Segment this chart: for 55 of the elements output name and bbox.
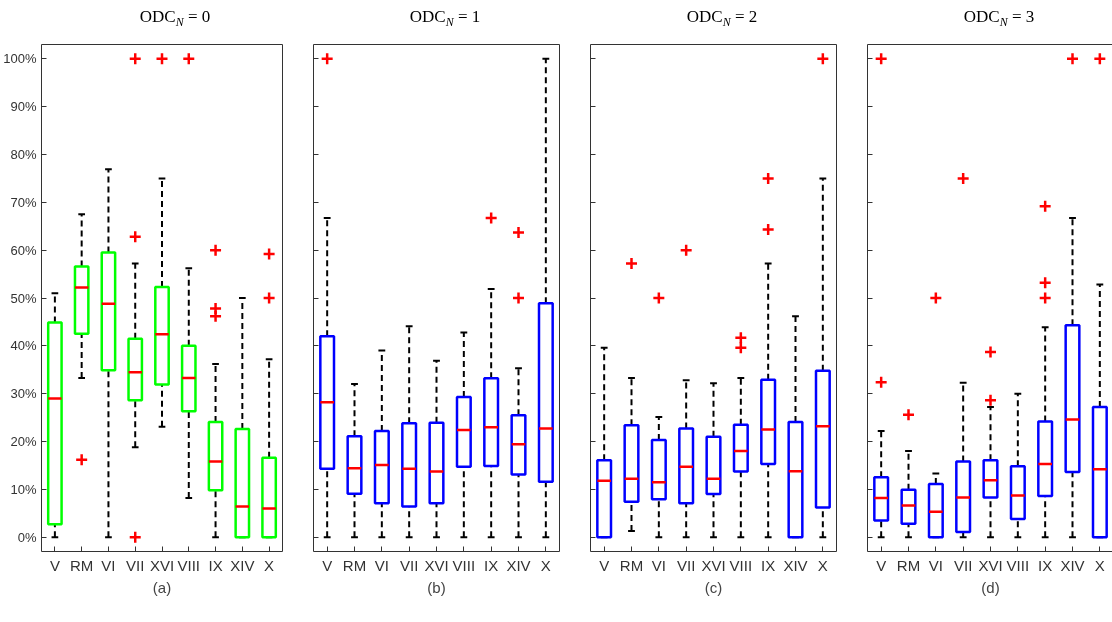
x-tick-label: RM: [342, 556, 367, 574]
chart-title: ODC$_{N}$ = 2: [686, 6, 758, 32]
y-tick-label: 20%: [10, 433, 37, 449]
x-tick-label: IX: [208, 556, 223, 574]
chart-title: ODC$_{N}$ = 1: [409, 6, 481, 32]
x-tick-label: XIV: [1060, 556, 1085, 574]
x-tick-label: IX: [484, 556, 499, 574]
x-tick-label: IX: [761, 556, 776, 574]
x-axis-title: (d): [981, 578, 1000, 596]
x-tick-label: VI: [928, 556, 943, 574]
x-tick-label: VI: [101, 556, 116, 574]
y-tick-label: 0%: [17, 529, 37, 545]
x-tick-label: RM: [70, 556, 94, 574]
x-tick-label: X: [540, 556, 551, 574]
x-tick-label: V: [599, 556, 610, 574]
x-tick-label: VII: [677, 556, 696, 574]
x-tick-label: XIV: [783, 556, 808, 574]
x-axis-title: (b): [427, 578, 446, 596]
x-axis-title: (a): [152, 578, 172, 596]
x-tick-label: V: [322, 556, 333, 574]
x-tick-label: X: [817, 556, 828, 574]
y-tick-label: 90%: [10, 99, 37, 115]
y-tick-label: 50%: [10, 290, 37, 306]
x-tick-label: VII: [400, 556, 419, 574]
x-tick-label: XVI: [149, 556, 175, 574]
y-tick-label: 60%: [10, 242, 37, 258]
x-tick-label: V: [876, 556, 887, 574]
x-tick-label: VII: [126, 556, 145, 574]
x-tick-label: RM: [619, 556, 644, 574]
x-tick-label: V: [49, 556, 60, 574]
chart-title: ODC$_{N}$ = 0: [139, 6, 211, 32]
y-tick-label: 80%: [10, 147, 37, 163]
x-tick-label: XIV: [506, 556, 531, 574]
x-tick-label: XVI: [978, 556, 1003, 574]
x-tick-label: IX: [1038, 556, 1053, 574]
x-tick-label: XVI: [701, 556, 726, 574]
x-tick-label: VIII: [452, 556, 476, 574]
chart-title: ODC$_{N}$ = 3: [963, 6, 1035, 32]
x-tick-label: VIII: [729, 556, 753, 574]
y-tick-label: 10%: [10, 481, 37, 497]
x-tick-label: VII: [954, 556, 973, 574]
y-tick-label: 70%: [10, 194, 37, 210]
y-tick-label: 100%: [3, 51, 37, 67]
x-tick-label: RM: [896, 556, 921, 574]
x-tick-label: X: [1094, 556, 1105, 574]
x-tick-label: VI: [374, 556, 389, 574]
x-tick-label: XIV: [230, 556, 255, 574]
y-tick-label: 40%: [10, 338, 37, 354]
x-tick-label: VI: [651, 556, 666, 574]
x-tick-label: VIII: [1006, 556, 1030, 574]
y-tick-label: 30%: [10, 386, 37, 402]
x-tick-label: XVI: [424, 556, 449, 574]
x-tick-label: X: [264, 556, 275, 574]
x-tick-label: VIII: [177, 556, 201, 574]
x-axis-title: (c): [704, 578, 723, 596]
